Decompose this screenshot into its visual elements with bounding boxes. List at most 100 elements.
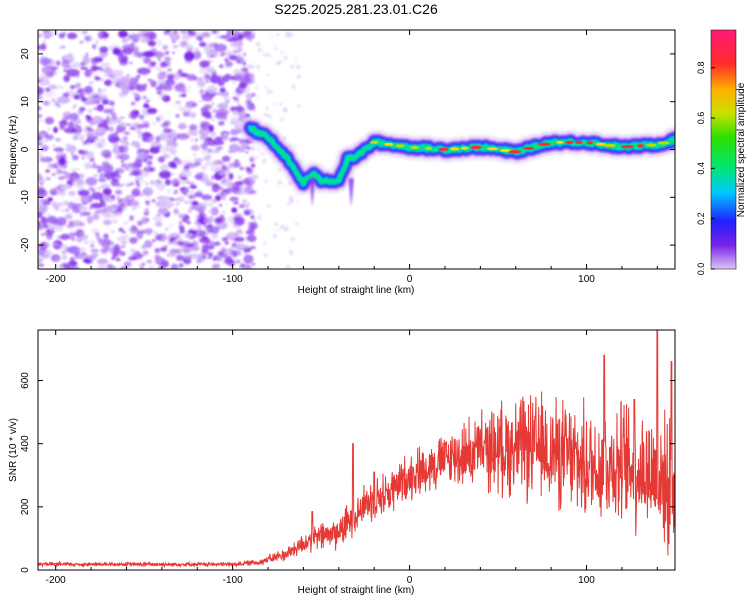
noise-blob [149, 168, 154, 171]
noise-blob [59, 208, 67, 213]
noise-blob [95, 127, 106, 134]
noise-blob [144, 228, 154, 235]
noise-blob [297, 104, 301, 108]
noise-blob [186, 257, 193, 261]
noise-blob [245, 78, 255, 85]
noise-blob [126, 74, 130, 79]
ridge-spike [348, 178, 355, 207]
noise-blob [123, 221, 129, 225]
noise-blob [178, 225, 185, 229]
noise-blob [242, 52, 247, 57]
noise-blob [156, 77, 166, 87]
noise-blob [146, 259, 153, 264]
noise-blob [156, 66, 163, 72]
snr-x-ticks: -200 -100 0 100 [46, 330, 658, 586]
noise-blob [73, 132, 80, 138]
noise-blob [215, 108, 229, 116]
colorbar-tick-label: 0.8 [696, 61, 706, 74]
noise-blob [155, 234, 163, 241]
noise-blob [286, 202, 290, 206]
noise-blob [156, 91, 162, 95]
noise-blob [103, 245, 111, 251]
noise-blob [278, 60, 283, 65]
noise-blob [225, 178, 233, 188]
noise-blob [72, 177, 77, 181]
noise-blob [198, 127, 211, 136]
noise-blob [152, 215, 163, 222]
noise-blob [224, 251, 228, 255]
noise-blob [61, 59, 70, 68]
ridge-hotspot [595, 142, 607, 146]
noise-blob [208, 209, 213, 214]
noise-blob [119, 122, 127, 127]
noise-blob [92, 101, 96, 104]
noise-blob [245, 229, 255, 236]
noise-blob [146, 218, 150, 221]
noise-blob [237, 103, 241, 107]
noise-blob [206, 85, 218, 94]
noise-blob [58, 263, 70, 269]
noise-blob [209, 75, 221, 84]
snr-plot-area [38, 330, 675, 570]
noise-blob [266, 204, 271, 209]
noise-blob [97, 264, 108, 269]
noise-blob [229, 41, 241, 48]
ridge-hotspot [637, 144, 645, 148]
noise-blob [91, 58, 98, 66]
noise-blob [53, 98, 57, 103]
noise-blob [38, 257, 43, 264]
noise-blob [201, 31, 211, 38]
noise-blob [90, 248, 99, 253]
spectrogram-y-tick-label: -10 [20, 190, 31, 205]
noise-blob [154, 254, 160, 260]
noise-blob [178, 123, 187, 130]
noise-blob [88, 99, 92, 103]
noise-blob [104, 38, 108, 42]
noise-blob [186, 89, 190, 92]
noise-blob [43, 39, 46, 42]
ridge-hotspot [575, 140, 583, 144]
noise-blob [265, 106, 269, 111]
noise-blob [136, 144, 141, 147]
noise-blob [145, 32, 150, 36]
noise-blob [84, 162, 92, 170]
noise-blob [290, 64, 295, 69]
noise-blob [75, 75, 80, 78]
noise-blob [40, 133, 46, 138]
noise-blob [51, 66, 59, 70]
spectrogram-x-tick-label: -100 [223, 274, 243, 285]
noise-blob [139, 114, 145, 120]
noise-blob [251, 263, 256, 266]
noise-blob [253, 174, 259, 180]
noise-blob [41, 130, 46, 134]
noise-blob [178, 94, 184, 98]
noise-blob [140, 123, 149, 129]
noise-blob [51, 172, 57, 176]
noise-blob [211, 118, 215, 122]
noise-blob [148, 200, 153, 204]
noise-blob [192, 50, 202, 60]
noise-blob [272, 233, 278, 239]
noise-blob [214, 43, 227, 53]
noise-blob [46, 229, 50, 233]
noise-blob [142, 262, 145, 266]
noise-blob [153, 230, 158, 235]
noise-blob [233, 232, 239, 236]
noise-blob [211, 175, 215, 180]
noise-blob [104, 171, 116, 180]
ridge-hotspot [508, 150, 522, 154]
noise-blob [177, 196, 185, 203]
noise-blob [92, 213, 100, 221]
noise-blob [80, 211, 91, 217]
noise-blob [220, 120, 224, 124]
noise-blob [110, 102, 115, 106]
noise-blob [264, 179, 268, 184]
noise-blob [112, 253, 119, 258]
noise-blob [96, 258, 109, 265]
noise-blob [200, 249, 209, 256]
noise-blob [274, 222, 279, 227]
noise-blob [166, 73, 175, 81]
noise-blob [179, 82, 184, 88]
noise-blob [176, 133, 190, 140]
noise-blob [60, 190, 66, 197]
